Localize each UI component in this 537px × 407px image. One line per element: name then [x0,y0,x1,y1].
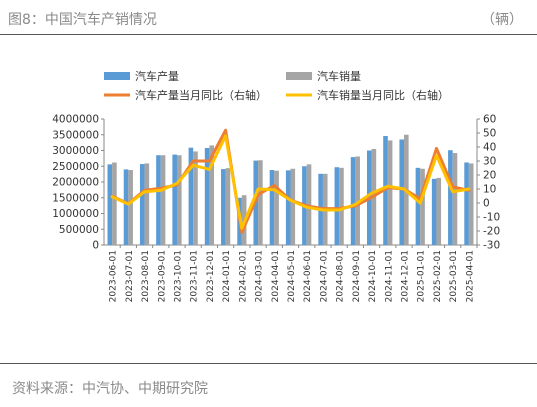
bar-sales [112,162,117,245]
bar-sales [339,167,344,245]
bar-sales [355,156,360,245]
unit-label: （辆） [481,12,523,28]
right-tick-label: 60 [483,114,496,126]
right-tick-label: 0 [483,198,490,210]
x-tick-label: 2024-11-01 [384,250,394,302]
x-tick-label: 2024-03-01 [255,250,265,302]
bar-production [285,170,291,245]
bar-production [107,164,113,245]
bar-sales [387,140,393,245]
bar-sales [128,170,133,245]
left-tick-label: 4000000 [52,114,99,126]
bar-production [123,169,129,245]
x-tick-label: 2023-09-01 [157,250,167,302]
x-tick-label: 2024-05-01 [287,250,297,302]
bar-sales [176,155,182,245]
x-tick-label: 2023-06-01 [109,250,119,302]
left-tick-label: 2000000 [52,177,99,189]
bar-production [221,169,226,245]
bar-production [350,157,356,245]
right-tick-label: 20 [483,170,496,182]
bar-sales [436,177,442,245]
bar-sales [468,163,474,245]
bar-production [156,155,161,245]
x-tick-label: 2025-02-01 [433,250,443,302]
footer-divider [0,363,537,364]
figure-title: 图8：中国汽车产销情况 [8,12,157,28]
left-tick-label: 500000 [59,224,99,236]
x-tick-label: 2024-02-01 [238,250,248,302]
legend-label-0: 汽车产量 [135,69,179,83]
bar-production [415,167,421,245]
right-tick-label: -20 [483,226,500,238]
x-tick-label: 2024-08-01 [336,250,346,302]
legend-label-2: 汽车产量当月同比（右轴） [135,88,267,102]
left-tick-label: 3000000 [52,145,99,157]
bar-production [188,147,194,245]
bar-sales [225,168,231,245]
left-tick-label: 3500000 [52,129,99,141]
right-tick-label: 30 [483,156,496,168]
bar-production [269,170,275,245]
x-tick-label: 2024-10-01 [368,250,378,302]
x-tick-label: 2024-07-01 [319,250,329,302]
bar-production [399,139,405,245]
x-tick-label: 2023-10-01 [173,250,183,302]
bar-production [464,162,469,245]
x-tick-label: 2025-03-01 [449,250,459,302]
source-note: 资料来源：中汽协、中期研究院 [12,381,208,397]
left-tick-label: 2500000 [52,161,99,173]
x-tick-label: 2025-01-01 [417,250,427,302]
x-tick-label: 2024-04-01 [271,250,281,302]
bar-sales [193,151,198,245]
legend-label-3: 汽车销量当月同比（右轴） [317,88,449,102]
left-tick-label: 1000000 [52,208,99,220]
x-tick-label: 2025-04-01 [465,250,475,302]
line-sales-yoy [110,134,471,230]
bar-production [204,147,210,245]
x-tick-label: 2023-12-01 [206,250,216,302]
bar-production [431,178,437,245]
bar-production [334,167,340,245]
bar-sales [144,163,150,245]
bar-production [448,150,453,245]
bar-sales [160,155,166,245]
left-tick-label: 0 [92,240,99,252]
bar-sales [258,160,263,245]
bar-production [139,164,145,245]
left-tick-label: 1500000 [52,192,99,204]
legend-swatch-1 [286,72,312,80]
x-tick-label: 2024-06-01 [303,250,313,302]
right-tick-label: -10 [483,212,500,224]
x-tick-label: 2023-11-01 [190,250,200,302]
right-tick-label: 50 [483,128,496,140]
bar-sales [290,168,296,245]
bar-sales [274,170,279,245]
x-tick-label: 2024-09-01 [352,250,362,302]
bar-production [172,154,177,245]
legend-label-1: 汽车销量 [317,69,361,83]
bar-sales [209,145,215,245]
bar-sales [420,168,425,245]
figure-header: 图8：中国汽车产销情况 （辆） [0,0,537,35]
bar-sales [452,153,458,245]
right-tick-label: 10 [483,184,496,196]
x-tick-label: 2023-08-01 [141,250,151,302]
right-tick-label: 40 [483,142,496,154]
x-tick-label: 2023-07-01 [125,250,135,302]
right-tick-label: -30 [483,240,500,252]
x-tick-label: 2024-12-01 [401,250,411,302]
x-tick-label: 2024-01-01 [222,250,232,302]
production-sales-chart: 0 500000 1000000 1500000 2000000 2500000 30000… [52,69,500,302]
legend-swatch-0 [104,72,130,80]
